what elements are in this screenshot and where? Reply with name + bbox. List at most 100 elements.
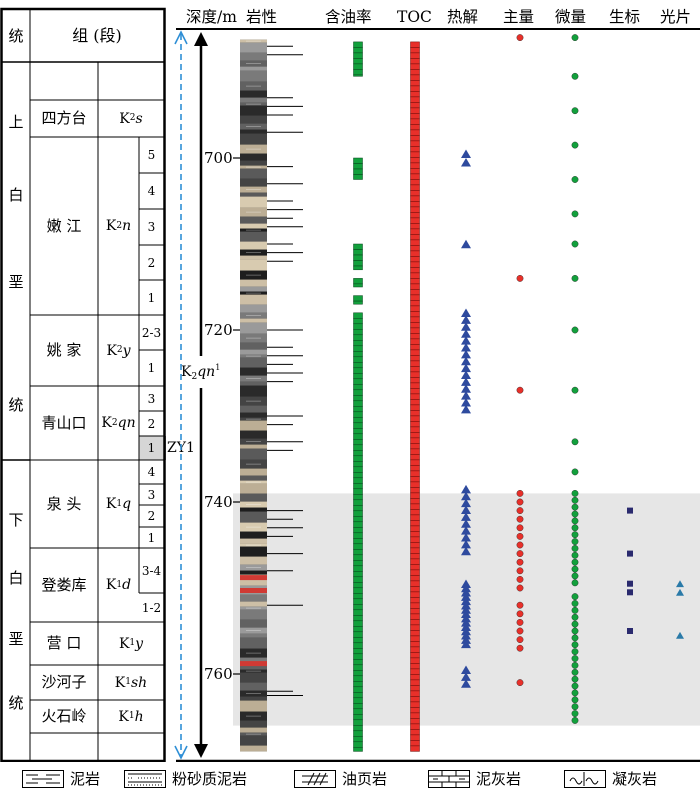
series-cell-TOC [410, 558, 420, 565]
well-range-arrow-bottom [174, 745, 188, 760]
series-cell-TOC [410, 168, 420, 175]
series-cell-含油率 [353, 703, 363, 710]
point-热解 [461, 605, 471, 614]
series-cell-TOC [410, 498, 420, 505]
column-header-6: 微量 [555, 8, 586, 26]
series-cell-含油率 [353, 455, 363, 462]
series-cell-TOC [410, 641, 420, 648]
series-cell-含油率 [353, 571, 363, 578]
lithology-band [240, 745, 267, 752]
column-header-4: 热解 [447, 8, 478, 26]
point-微量 [571, 668, 579, 676]
series-cell-含油率 [353, 582, 363, 589]
series-cell-含油率 [353, 433, 363, 440]
series-cell-TOC [410, 608, 420, 615]
point-热解 [461, 491, 471, 501]
point-热解 [461, 592, 471, 601]
system-upper-char-2: 白 [8, 185, 24, 204]
lithology-band [240, 448, 267, 460]
series-cell-TOC [410, 272, 420, 279]
member-quantou-3: 3 [147, 487, 156, 502]
series-cell-TOC [410, 531, 420, 538]
legend-label-marl: 泥灰岩 [476, 770, 522, 788]
lithology-band [240, 700, 267, 712]
point-微量 [571, 468, 579, 476]
series-cell-TOC [410, 668, 420, 675]
lithology-band [240, 259, 267, 271]
series-cell-TOC [410, 707, 420, 714]
point-微量 [571, 565, 579, 573]
point-热解 [461, 336, 471, 345]
lithology-band [240, 682, 267, 691]
lithology-band [240, 342, 267, 350]
series-cell-TOC [410, 547, 420, 554]
point-热解 [461, 498, 471, 508]
point-生标 [627, 589, 633, 596]
lithology-band [240, 546, 267, 557]
column-header-1: 岩性 [246, 8, 277, 26]
formation-name-huoshiling: 火石岭 [41, 707, 87, 725]
series-cell-TOC [410, 696, 420, 703]
lithology-band [240, 412, 267, 418]
point-微量 [571, 72, 579, 80]
point-热解 [461, 679, 471, 688]
interval-label: K2qn1 [181, 363, 220, 382]
point-热解 [461, 618, 471, 627]
series-cell-含油率 [353, 395, 363, 402]
series-cell-含油率 [353, 521, 363, 528]
point-主量 [516, 601, 524, 609]
point-热解 [461, 583, 471, 593]
member-nenjiang-2: 2 [147, 255, 156, 270]
series-cell-TOC [410, 492, 420, 499]
point-微量 [571, 662, 579, 669]
series-cell-TOC [410, 245, 420, 252]
point-热解 [461, 322, 471, 331]
series-cell-含油率 [353, 604, 363, 611]
point-主量 [516, 533, 524, 540]
series-cell-TOC [410, 146, 420, 153]
lithology-band [240, 475, 267, 481]
series-cell-含油率 [353, 483, 363, 490]
series-cell-TOC [410, 377, 420, 384]
series-cell-含油率 [353, 323, 363, 330]
lithology-band [240, 223, 267, 229]
member-yaojia-1: 1 [147, 361, 156, 375]
point-热解 [461, 588, 471, 597]
series-cell-含油率 [353, 714, 363, 721]
series-cell-TOC [410, 300, 420, 307]
series-cell-TOC [410, 327, 420, 334]
series-cell-TOC [410, 349, 420, 356]
header-group: 组 (段) [72, 26, 122, 45]
column-header-3: TOC [397, 8, 432, 26]
point-热解 [461, 622, 471, 631]
series-cell-含油率 [353, 670, 363, 677]
point-微量 [571, 141, 579, 149]
series-cell-含油率 [353, 554, 363, 561]
point-生标 [627, 580, 633, 587]
series-cell-TOC [410, 564, 420, 571]
point-热解 [461, 526, 471, 535]
series-cell-TOC [410, 481, 420, 488]
depth-tick-label-720: 720 [204, 321, 233, 339]
series-cell-TOC [410, 69, 420, 76]
lithology-band [240, 633, 267, 638]
series-cell-TOC [410, 520, 420, 527]
series-cell-含油率 [353, 254, 363, 261]
lithology-band [240, 52, 267, 61]
point-主量 [516, 489, 524, 497]
series-cell-TOC [410, 250, 420, 257]
series-cell-含油率 [353, 609, 363, 616]
point-微量 [571, 326, 579, 334]
series-cell-TOC [410, 360, 420, 367]
series-cell-含油率 [353, 378, 363, 385]
series-cell-TOC [410, 228, 420, 235]
series-cell-TOC [410, 674, 420, 681]
series-cell-含油率 [353, 295, 363, 302]
series-cell-TOC [410, 173, 420, 180]
point-热解 [461, 158, 471, 167]
lithology-band [240, 381, 267, 386]
lithology-band [240, 129, 267, 134]
formation-code-k1sh: K 1 sh [114, 674, 148, 691]
